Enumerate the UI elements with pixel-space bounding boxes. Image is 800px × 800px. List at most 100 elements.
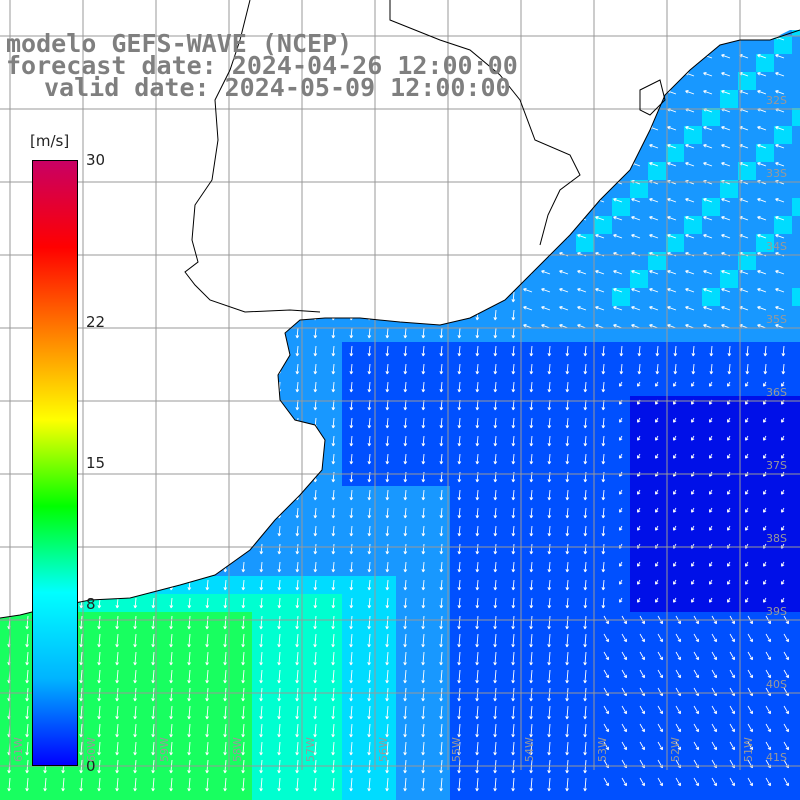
wind-arrow <box>259 705 263 720</box>
wind-arrow <box>639 651 645 661</box>
wind-arrow <box>295 561 300 573</box>
wind-arrow <box>637 363 642 375</box>
field-cell <box>648 576 666 594</box>
wind-arrow <box>685 234 695 239</box>
field-cell <box>684 702 702 720</box>
field-cell <box>612 216 630 234</box>
field-cell <box>774 306 792 324</box>
wind-arrow <box>693 633 699 643</box>
wind-arrow <box>757 72 767 77</box>
field-cell <box>432 558 450 576</box>
field-cell <box>216 594 234 612</box>
field-cell <box>126 792 144 800</box>
wind-arrow <box>727 417 731 423</box>
wind-arrow <box>529 525 534 537</box>
wind-arrow <box>403 597 408 609</box>
field-cell <box>252 576 270 594</box>
field-cell <box>792 630 800 648</box>
field-cell <box>792 774 800 792</box>
field-cell <box>612 792 630 800</box>
field-cell <box>612 756 630 774</box>
wind-arrow <box>367 561 372 573</box>
field-cell <box>468 468 486 486</box>
wind-arrow <box>721 216 731 221</box>
wind-arrow <box>367 669 371 684</box>
wind-arrow <box>511 669 515 684</box>
field-cell <box>774 378 792 396</box>
field-cell <box>738 234 756 252</box>
wind-arrow <box>547 381 552 393</box>
field-cell <box>720 270 738 288</box>
wind-arrow <box>115 705 119 720</box>
field-cell <box>720 234 738 252</box>
wind-arrow <box>331 687 335 702</box>
wind-arrow <box>685 198 695 203</box>
field-cell <box>720 72 738 90</box>
wind-arrow <box>775 288 785 293</box>
wind-arrow <box>385 525 390 537</box>
wind-arrow <box>639 777 645 787</box>
field-cell <box>792 432 800 450</box>
field-cell <box>18 666 36 684</box>
wind-arrow <box>493 597 498 609</box>
field-cell <box>756 108 774 126</box>
wind-arrow <box>25 687 29 702</box>
field-cell <box>720 666 738 684</box>
field-cell <box>792 126 800 144</box>
wind-arrow <box>403 507 408 519</box>
field-cell <box>486 792 504 800</box>
field-cell <box>522 792 540 800</box>
field-cell <box>612 432 630 450</box>
wind-arrow <box>277 633 281 648</box>
wind-arrow <box>493 615 497 630</box>
wind-arrow <box>711 669 717 679</box>
field-cell <box>720 144 738 162</box>
field-cell <box>792 198 800 216</box>
wind-arrow <box>205 741 209 756</box>
wind-arrow <box>349 363 354 375</box>
wind-arrow <box>559 270 569 275</box>
field-cell <box>432 540 450 558</box>
wind-arrow <box>331 435 336 447</box>
field-cell <box>774 774 792 792</box>
field-cell <box>792 108 800 126</box>
field-cell <box>756 378 774 396</box>
wind-arrow <box>547 579 552 591</box>
wind-arrow <box>765 633 771 643</box>
field-cell <box>774 126 792 144</box>
wind-arrow <box>727 561 731 567</box>
field-cell <box>144 612 162 630</box>
wind-arrow <box>595 306 605 311</box>
wind-arrow <box>223 705 227 720</box>
field-cell <box>324 576 342 594</box>
wind-arrow <box>721 72 731 77</box>
wind-arrow <box>367 453 372 465</box>
wind-arrow <box>349 417 354 429</box>
wind-arrow <box>565 543 570 555</box>
field-cell <box>270 594 288 612</box>
field-cell <box>468 612 486 630</box>
field-cell <box>522 738 540 756</box>
wind-arrow <box>763 507 767 513</box>
wind-arrow <box>241 615 245 630</box>
field-cell <box>774 144 792 162</box>
field-cell <box>720 504 738 522</box>
wind-arrow <box>403 561 408 573</box>
field-cell <box>360 756 378 774</box>
wind-arrow <box>439 453 444 465</box>
field-cell <box>774 648 792 666</box>
wind-arrow <box>295 381 300 393</box>
wind-arrow <box>583 669 587 684</box>
wind-arrow <box>511 741 515 756</box>
wind-arrow <box>115 741 119 756</box>
wind-arrow <box>601 525 606 537</box>
field-cell <box>108 648 126 666</box>
field-cell <box>432 522 450 540</box>
field-cell <box>522 594 540 612</box>
field-cell <box>342 756 360 774</box>
field-cell <box>504 576 522 594</box>
field-cell <box>486 414 504 432</box>
latitude-label: 38S <box>766 532 787 545</box>
wind-arrow <box>637 345 642 357</box>
